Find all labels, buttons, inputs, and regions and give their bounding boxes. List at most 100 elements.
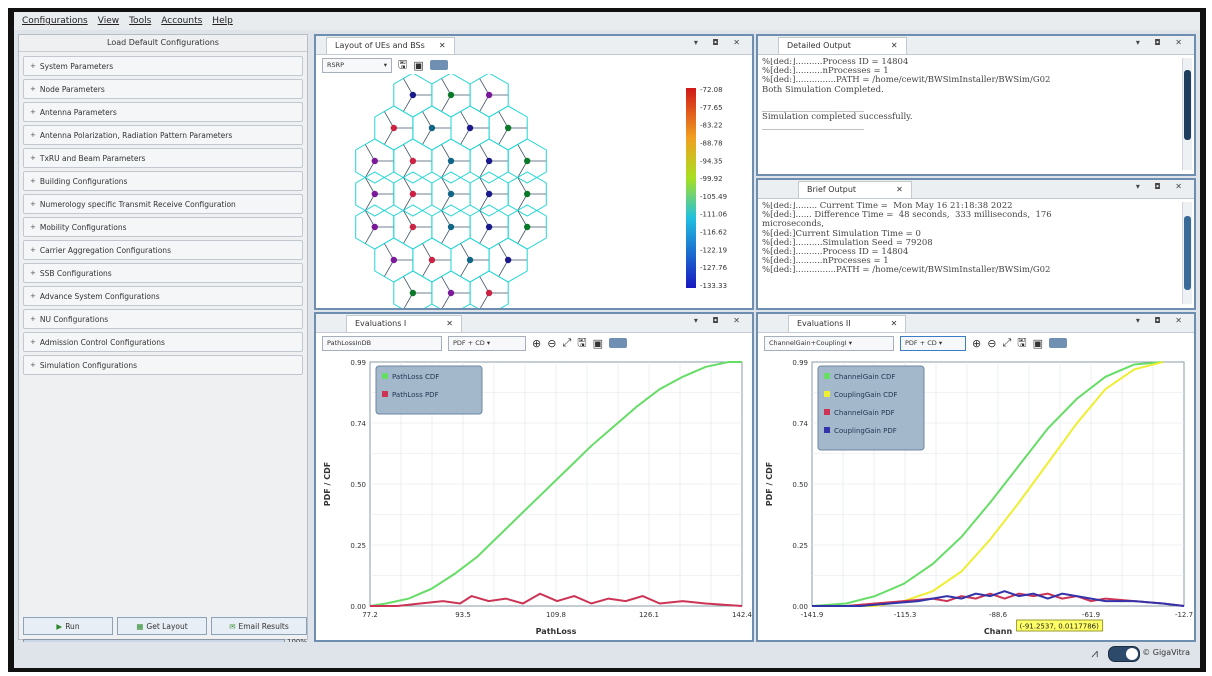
export-icon[interactable]: ▣ [413,58,424,72]
close-icon[interactable]: ✕ [896,185,903,194]
menu-help[interactable]: Help [212,16,233,26]
display-icon[interactable] [429,60,448,70]
chart-icon[interactable]: ⩘ [1091,646,1098,660]
fit-icon[interactable]: ⤢ [562,336,572,349]
layout-titlebar: Layout of UEs and BSs ✕ ▾ ◘ ✕ [316,36,752,55]
y-tick-label: 0.99 [792,359,808,367]
window-controls[interactable]: ▾ ◘ ✕ [1135,182,1188,191]
zoom-in-icon[interactable]: ⊕ [532,336,542,350]
detailed-output-scrollbar[interactable] [1182,58,1192,170]
base-station-marker [447,190,455,198]
tab-layout[interactable]: Layout of UEs and BSs ✕ [326,37,455,54]
config-section-item[interactable]: + Antenna Polarization, Radiation Pattern… [23,125,303,145]
save-icon[interactable]: 🖫 [1017,335,1027,349]
colorbar-tick-label: -122.19 [700,246,727,254]
config-section-item[interactable]: + Simulation Configurations [23,355,303,375]
menu-view[interactable]: View [97,16,120,26]
detailed-output-titlebar: Detailed Output ✕ ▾ ◘ ✕ [758,36,1194,55]
legend-label: ChannelGain PDF [834,409,895,417]
colorbar-tick-label: -111.06 [700,211,728,219]
coordinate-tooltip-box [1016,619,1104,632]
zoom-in-icon[interactable]: ⊕ [972,336,982,350]
legend-swatch [382,391,388,397]
base-station-marker [409,190,417,198]
toggle-knob [1126,648,1138,660]
export-icon[interactable]: ▣ [1032,336,1044,350]
load-default-configurations-button[interactable]: Load Default Configurations [19,35,307,52]
scrollbar-thumb[interactable] [1184,70,1191,140]
base-station-marker [371,190,378,198]
close-icon[interactable]: ✕ [890,319,898,328]
expand-icon: + [30,154,36,162]
tab-brief-output[interactable]: Brief Output ✕ [798,181,912,198]
chevron-down-icon: ▾ [383,60,387,69]
close-icon[interactable]: ✕ [438,41,446,50]
save-icon[interactable]: 🖫 [577,335,587,349]
email-results-button[interactable]: ✉ Email Results [211,617,307,635]
menu-tools[interactable]: Tools [129,16,152,26]
config-section-label: System Parameters [39,61,114,71]
export-icon[interactable]: ▣ [592,336,604,350]
tab-evaluations-ii[interactable]: Evaluations II ✕ [788,315,907,332]
plot-type-select[interactable]: PDF + CD ▾ [448,335,526,351]
config-section-item[interactable]: + Building Configurations [23,171,303,191]
brief-output-scrollbar[interactable] [1182,202,1192,304]
scrollbar-thumb[interactable] [1184,216,1191,290]
y-tick-label: 0.50 [792,481,808,489]
chevron-down-icon: ▾ [486,338,491,347]
config-section-item[interactable]: + Node Parameters [23,79,303,99]
menu-accounts[interactable]: Accounts [161,16,203,26]
series-line [812,590,1185,607]
base-station-marker [524,190,531,198]
window-controls[interactable]: ▾ ◘ ✕ [693,38,746,47]
expand-icon: + [30,246,36,254]
metric-select[interactable]: PathLossInDB [322,335,442,351]
status-bar: ⩘ © GigaVitra [14,642,1200,668]
theme-toggle[interactable] [1108,646,1140,662]
metric-select[interactable]: ChannelGain+CouplingI ▾ [764,335,894,351]
colorbar-tick-label: -99.92 [700,175,723,183]
tab-detailed-output[interactable]: Detailed Output ✕ [778,37,907,54]
brand-logo: © GigaVitra [1142,648,1190,657]
display-icon[interactable] [1049,338,1068,348]
output-line: %[ded:]...... Difference Time = 48 secon… [762,210,1052,221]
metric-select[interactable]: RSRP ▾ [322,57,392,73]
tab-evaluations-i[interactable]: Evaluations I ✕ [346,315,462,332]
detailed-output-text: %[ded:]..........Process ID = 14804 %[ded… [762,58,1178,131]
tab-layout-label: Layout of UEs and BSs [335,41,425,50]
series-line [370,592,743,607]
legend: ChannelGain CDF CouplingGain CDF ChannelGa… [817,365,925,451]
window-controls[interactable]: ▾ ◘ ✕ [693,316,746,325]
window-controls[interactable]: ▾ ◘ ✕ [1135,316,1188,325]
zoom-out-icon[interactable]: ⊖ [987,336,997,350]
x-tick-label: -12.7 [1175,611,1193,619]
close-icon[interactable]: ✕ [890,41,898,50]
legend: PathLoss CDF PathLoss PDF [375,365,483,415]
config-section-item[interactable]: + System Parameters [23,56,303,76]
fit-icon[interactable]: ⤢ [1002,336,1012,349]
zoom-out-icon[interactable]: ⊖ [547,336,557,350]
config-section-item[interactable]: + Mobility Configurations [23,217,303,237]
config-section-item[interactable]: + NU Configurations [23,309,303,329]
y-axis-label: PDF / CDF [323,462,332,506]
config-section-item[interactable]: + Advance System Configurations [23,286,303,306]
layout-plot: -72.08 -77.65 -83.22 -88.78 -94.35 -99.92 -105… [355,74,728,308]
run-button[interactable]: ▶ Run [23,617,113,635]
brief-output-panel: Brief Output ✕ ▾ ◘ ✕ %[ded:]........ Curr… [756,178,1196,310]
display-icon[interactable] [609,338,628,348]
brief-output-text: %[ded:]........ Current Time = Mon May 1… [762,202,1178,276]
config-section-item[interactable]: + SSB Configurations [23,263,303,283]
config-section-item[interactable]: + Antenna Parameters [23,102,303,122]
get-layout-button[interactable]: ▦ Get Layout [117,617,207,635]
window-controls[interactable]: ▾ ◘ ✕ [1135,38,1188,47]
evaluations-ii-toolbar: ChannelGain+CouplingI ▾ PDF + CD ▾ ⊕ ⊖ ⤢… [758,334,1194,352]
menu-configurations[interactable]: Configurations [22,16,88,26]
plot-type-select[interactable]: PDF + CD ▾ [900,335,966,351]
config-section-item[interactable]: + Carrier Aggregation Configurations [23,240,303,260]
config-section-item[interactable]: + Numerology specific Transmit Receive Co… [23,194,303,214]
save-icon[interactable]: 🖫 [398,57,408,71]
config-section-item[interactable]: + Admission Control Configurations [23,332,303,352]
base-station-marker [447,91,455,99]
config-section-item[interactable]: + TxRU and Beam Parameters [23,148,303,168]
close-icon[interactable]: ✕ [446,319,453,328]
